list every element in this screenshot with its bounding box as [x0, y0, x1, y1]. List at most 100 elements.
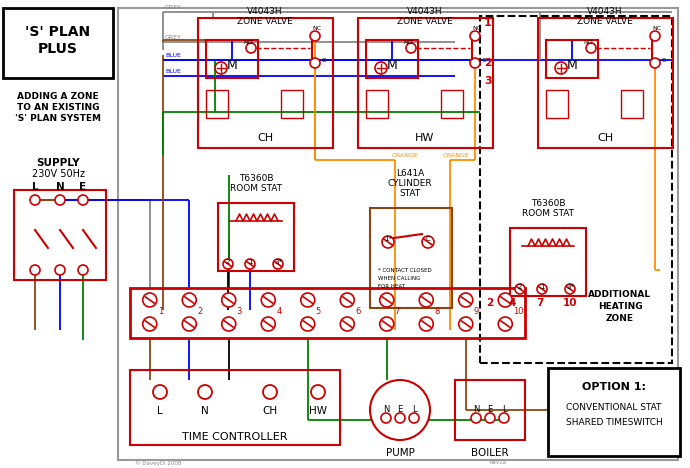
Text: T6360B: T6360B [531, 199, 565, 208]
Bar [198, 18, 333, 148]
Text: 'S' PLAN SYSTEM: 'S' PLAN SYSTEM [15, 114, 101, 123]
Bar [130, 370, 340, 445]
Circle shape [246, 43, 256, 53]
Text: L: L [157, 406, 163, 416]
Text: ORANGE: ORANGE [443, 153, 470, 158]
Text: C: C [426, 236, 431, 242]
Text: HEATING: HEATING [598, 302, 642, 311]
Circle shape [245, 259, 255, 269]
Bar [455, 380, 525, 440]
Text: NC: NC [473, 26, 482, 31]
Text: 1: 1 [248, 259, 253, 265]
Text: 3*: 3* [566, 284, 574, 290]
Bar [370, 208, 452, 308]
Circle shape [273, 259, 283, 269]
Circle shape [498, 293, 512, 307]
Text: 4: 4 [276, 307, 282, 316]
Text: 2: 2 [484, 58, 492, 68]
Text: 8: 8 [434, 307, 440, 316]
Text: CH: CH [597, 133, 613, 143]
Text: 4: 4 [509, 298, 515, 308]
Text: TIME CONTROLLER: TIME CONTROLLER [182, 432, 288, 442]
Bar [538, 18, 673, 148]
Circle shape [55, 265, 65, 275]
Text: M: M [566, 59, 578, 72]
Circle shape [471, 413, 481, 423]
Text: C: C [482, 58, 486, 63]
Bar [206, 40, 258, 78]
Circle shape [381, 413, 391, 423]
Text: 10: 10 [513, 307, 524, 316]
Text: ORANGE: ORANGE [392, 153, 419, 158]
Text: © DaveyDi 2008: © DaveyDi 2008 [135, 460, 181, 466]
Circle shape [459, 317, 473, 331]
Text: V4043H: V4043H [587, 7, 623, 16]
Circle shape [650, 58, 660, 68]
Text: E: E [487, 405, 493, 414]
Text: ZONE VALVE: ZONE VALVE [577, 17, 633, 26]
Text: 1: 1 [158, 307, 163, 316]
Circle shape [406, 43, 416, 53]
Text: WHEN CALLING: WHEN CALLING [378, 276, 420, 281]
Circle shape [470, 31, 480, 41]
Circle shape [340, 317, 354, 331]
Text: CH: CH [262, 406, 277, 416]
Bar [548, 368, 680, 456]
Text: CYLINDER: CYLINDER [388, 179, 433, 188]
Text: ROOM STAT: ROOM STAT [230, 184, 282, 193]
Circle shape [223, 259, 233, 269]
Text: N: N [56, 182, 64, 192]
Circle shape [311, 385, 325, 399]
Bar [480, 16, 672, 363]
Text: N: N [473, 405, 479, 414]
Circle shape [221, 293, 236, 307]
Bar [14, 190, 106, 280]
Text: 7: 7 [536, 298, 544, 308]
Circle shape [263, 385, 277, 399]
Bar [546, 90, 568, 118]
Circle shape [380, 293, 394, 307]
Text: ROOM STAT: ROOM STAT [522, 209, 574, 218]
Circle shape [382, 236, 394, 248]
Text: SHARED TIMESWITCH: SHARED TIMESWITCH [566, 418, 662, 427]
Bar [366, 90, 388, 118]
Bar [130, 288, 525, 338]
Circle shape [78, 265, 88, 275]
Circle shape [586, 43, 596, 53]
Text: GREY: GREY [165, 5, 182, 10]
Circle shape [420, 317, 433, 331]
Text: ZONE: ZONE [606, 314, 634, 323]
Text: CONVENTIONAL STAT: CONVENTIONAL STAT [566, 403, 662, 412]
Circle shape [215, 62, 227, 74]
Text: 2: 2 [486, 298, 493, 308]
Text: 1: 1 [540, 284, 544, 290]
Circle shape [498, 317, 512, 331]
Bar [510, 228, 586, 296]
Text: M: M [226, 59, 237, 72]
Text: L641A: L641A [396, 169, 424, 178]
Text: L: L [32, 182, 39, 192]
Text: NC: NC [653, 26, 662, 31]
Text: T6360B: T6360B [239, 174, 273, 183]
Text: 1: 1 [484, 18, 492, 28]
Text: OPTION 1:: OPTION 1: [582, 382, 646, 392]
Text: ZONE VALVE: ZONE VALVE [397, 17, 453, 26]
Circle shape [420, 293, 433, 307]
Circle shape [565, 284, 575, 294]
Bar [3, 8, 113, 78]
Text: Rev1a: Rev1a [490, 460, 507, 465]
Circle shape [459, 293, 473, 307]
Circle shape [221, 317, 236, 331]
Text: N: N [201, 406, 209, 416]
Circle shape [153, 385, 167, 399]
Circle shape [380, 317, 394, 331]
Circle shape [262, 293, 275, 307]
Text: 3: 3 [237, 307, 242, 316]
Circle shape [409, 413, 419, 423]
Circle shape [301, 317, 315, 331]
Text: 9: 9 [474, 307, 479, 316]
Circle shape [30, 195, 40, 205]
Circle shape [537, 284, 547, 294]
Text: NO: NO [583, 40, 593, 45]
Circle shape [370, 380, 430, 440]
